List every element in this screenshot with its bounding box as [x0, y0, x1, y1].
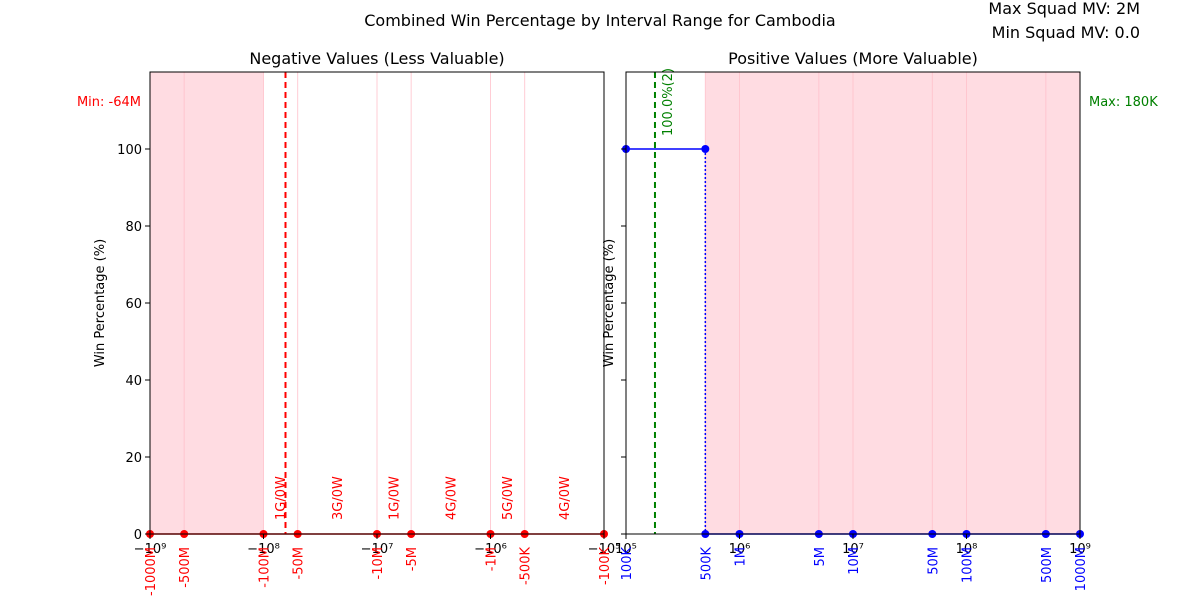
interval-label-2: 1M — [734, 547, 749, 567]
interval-label-8: 1000M — [1074, 547, 1089, 591]
interval-label-1: 500K — [699, 547, 714, 581]
min-reference-label: Min: -64M — [77, 95, 141, 110]
interval-label-3: -50M — [292, 547, 307, 579]
y-tick-label-1: 20 — [125, 451, 142, 466]
max-squad-mv-label: Max Squad MV: 2M — [988, 0, 1140, 18]
interval-label-3: 5M — [813, 547, 828, 567]
y-tick-label-5: 100 — [117, 143, 142, 158]
x-tick-label-2: −10⁷ — [361, 542, 394, 557]
positive-values-panel: Max: 180K 100.0%(2) Positive Values (More … — [602, 49, 1158, 591]
shaded-range-0 — [150, 72, 264, 534]
y-axis-label: Win Percentage (%) — [602, 239, 617, 367]
x-tick-label-0: −10⁹ — [134, 542, 167, 557]
segment-annotation-3: 4G/0W — [445, 476, 460, 520]
interval-label-7: 500M — [1040, 547, 1055, 583]
y-tick-label-2: 40 — [125, 374, 142, 389]
segment-annotation-5: 4G/0W — [558, 476, 573, 520]
interval-label-5: -5M — [405, 547, 420, 571]
y-tick-label-4: 80 — [125, 220, 142, 235]
negative-values-panel: Min: -64M 1G/0W 3G/0W 1G/0W 4G/0W 5G/0W 4G/0W N… — [77, 49, 620, 596]
x-tick-label-3: 10⁸ — [956, 542, 978, 557]
segment-annotation-2: 1G/0W — [388, 476, 403, 520]
x-tick-label-2: 10⁷ — [842, 542, 864, 557]
x-tick-label-0: 10⁵ — [615, 542, 637, 557]
x-tick-label-4: −10⁵ — [588, 542, 621, 557]
panel-title: Positive Values (More Valuable) — [728, 49, 978, 68]
interval-label-6: -1M — [485, 547, 500, 571]
interval-label-0: -1000M — [144, 547, 159, 596]
x-tick-label-1: 10⁶ — [729, 542, 751, 557]
interval-label-0: 100K — [620, 547, 635, 581]
interval-label-7: -500K — [519, 547, 534, 586]
x-tick-label-1: −10⁸ — [247, 542, 280, 557]
segment-annotation-1: 3G/0W — [331, 476, 346, 520]
shaded-range-0 — [705, 72, 1080, 534]
interval-label-2: -100M — [258, 547, 273, 588]
min-squad-mv-label: Min Squad MV: 0.0 — [992, 23, 1140, 42]
y-tick-label-3: 60 — [125, 297, 142, 312]
interval-label-5: 50M — [926, 547, 941, 575]
max-reference-label: Max: 180K — [1089, 95, 1158, 110]
segment-annotation-0: 100.0%(2) — [661, 68, 676, 136]
interval-label-4: -10M — [371, 547, 386, 579]
interval-label-8: -100K — [598, 547, 613, 586]
interval-label-1: -500M — [178, 547, 193, 588]
panel-title: Negative Values (Less Valuable) — [249, 49, 504, 68]
segment-annotation-4: 5G/0W — [501, 476, 516, 520]
interval-label-4: 10M — [847, 547, 862, 575]
segment-annotation-0: 1G/0W — [274, 476, 289, 520]
y-tick-label-0: 0 — [134, 528, 142, 543]
y-axis-label: Win Percentage (%) — [93, 239, 108, 367]
x-tick-label-4: 10⁹ — [1069, 542, 1091, 557]
x-tick-label-3: −10⁶ — [474, 542, 507, 557]
interval-label-6: 100M — [961, 547, 976, 583]
figure-title: Combined Win Percentage by Interval Rang… — [364, 11, 835, 30]
